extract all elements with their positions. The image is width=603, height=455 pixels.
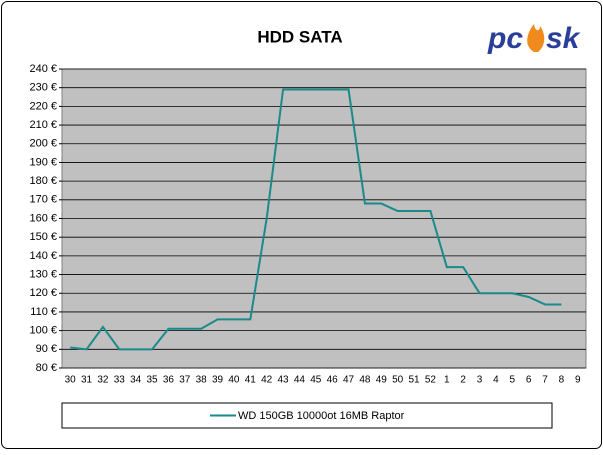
legend (61, 402, 553, 429)
x-tick-label: 37 (179, 375, 191, 386)
x-tick-label: 45 (310, 375, 322, 386)
x-tick-label: 39 (212, 375, 224, 386)
x-tick-label: 49 (376, 375, 388, 386)
y-tick-label: 170 € (29, 194, 57, 206)
x-tick-label: 52 (425, 375, 437, 386)
x-tick-label: 31 (81, 375, 93, 386)
y-tick-label: 200 € (29, 138, 57, 150)
y-tick-label: 230 € (29, 82, 57, 94)
x-tick-label: 33 (114, 375, 126, 386)
x-tick-label: 50 (392, 375, 404, 386)
x-tick-label: 48 (359, 375, 371, 386)
x-tick-label: 51 (409, 375, 421, 386)
y-tick-label: 180 € (29, 175, 57, 187)
line-series (70, 88, 562, 351)
logo-text: pc (487, 22, 523, 55)
x-tick-label: 36 (163, 375, 175, 386)
y-tick-label: 150 € (29, 231, 57, 243)
y-tick-label: 240 € (29, 63, 57, 75)
x-tick-label: 8 (559, 375, 565, 386)
x-tick-label: 2 (460, 375, 466, 386)
x-tick-label: 44 (294, 375, 306, 386)
y-tick-label: 110 € (30, 306, 57, 318)
y-tick-label: 160 € (29, 212, 57, 224)
chart-title: HDD SATA (257, 27, 342, 46)
x-tick-label: 42 (261, 375, 273, 386)
logo-text: sk (546, 22, 581, 55)
x-tick-label: 7 (542, 375, 548, 386)
logo-flame (527, 24, 545, 52)
x-tick-label: 35 (147, 375, 159, 386)
x-tick-label: 41 (245, 375, 257, 386)
y-tick-label: 90 € (36, 343, 57, 355)
x-tick-label: 40 (228, 375, 240, 386)
x-tick-label: 38 (196, 375, 208, 386)
y-tick-label: 120 € (29, 287, 57, 299)
x-tick-label: 43 (278, 375, 290, 386)
x-tick-label: 32 (97, 375, 109, 386)
logo: pc sk (487, 22, 581, 55)
x-tick-label: 5 (510, 375, 516, 386)
y-tick-label: 130 € (29, 268, 57, 280)
x-tick-label: 3 (477, 375, 483, 386)
x-tick-label: 34 (130, 375, 142, 386)
x-tick-label: 47 (343, 375, 355, 386)
x-tick-label: 9 (575, 375, 581, 386)
legend-label: WD 150GB 10000ot 16MB Raptor (238, 410, 405, 422)
x-tick-label: 4 (493, 375, 499, 386)
x-tick-label: 30 (65, 375, 77, 386)
y-tick-label: 190 € (29, 156, 57, 168)
y-tick-label: 100 € (29, 325, 57, 337)
y-tick-label: 220 € (29, 100, 57, 112)
x-tick-label: 6 (526, 375, 532, 386)
x-tick-label: 46 (327, 375, 339, 386)
x-tick-label: 1 (444, 375, 450, 386)
y-tick-label: 80 € (36, 362, 57, 374)
y-tick-label: 140 € (29, 250, 57, 262)
y-tick-label: 210 € (29, 119, 57, 131)
